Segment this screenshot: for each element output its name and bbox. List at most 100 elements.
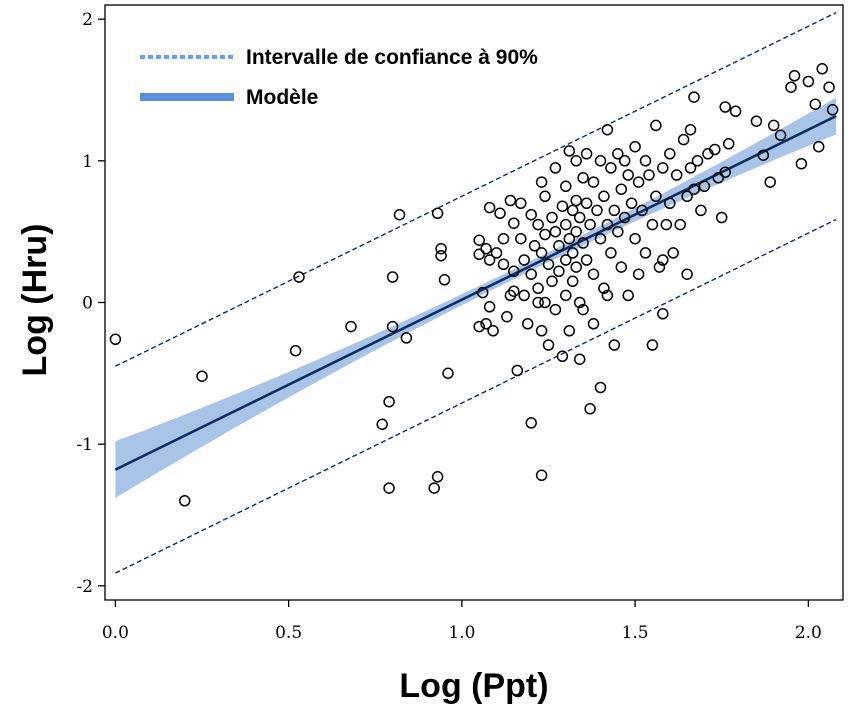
data-point bbox=[709, 143, 721, 156]
data-point bbox=[196, 370, 208, 382]
data-point bbox=[594, 381, 607, 394]
data-point bbox=[632, 176, 645, 188]
data-point bbox=[483, 254, 496, 266]
data-point bbox=[788, 70, 801, 82]
data-point bbox=[667, 247, 679, 259]
data-point bbox=[573, 296, 586, 309]
data-point bbox=[431, 471, 444, 483]
data-point bbox=[487, 325, 499, 337]
data-point bbox=[774, 129, 787, 142]
data-point bbox=[504, 194, 517, 207]
data-point bbox=[674, 218, 686, 231]
data-point bbox=[812, 140, 825, 153]
data-point bbox=[795, 157, 808, 170]
data-point bbox=[612, 225, 624, 238]
data-point bbox=[823, 81, 835, 93]
data-point bbox=[577, 172, 589, 184]
data-point bbox=[497, 232, 510, 245]
data-point bbox=[546, 211, 558, 224]
model-regression-line bbox=[114, 114, 837, 471]
data-point bbox=[473, 320, 485, 333]
data-point bbox=[681, 268, 693, 280]
data-point bbox=[605, 162, 617, 174]
data-point bbox=[539, 190, 551, 203]
data-point bbox=[515, 232, 527, 245]
y-tick-label: -2 bbox=[76, 577, 93, 597]
plot-area bbox=[109, 12, 839, 574]
data-point bbox=[542, 339, 555, 351]
data-point bbox=[525, 268, 537, 280]
data-point bbox=[528, 240, 541, 252]
data-point bbox=[515, 197, 527, 210]
data-point bbox=[695, 204, 707, 217]
data-point bbox=[556, 200, 569, 212]
data-point bbox=[494, 207, 506, 220]
x-tick-label: 1.0 bbox=[448, 623, 475, 643]
data-point bbox=[750, 115, 763, 127]
data-point bbox=[577, 303, 589, 316]
data-point bbox=[442, 367, 454, 380]
data-point bbox=[563, 325, 576, 337]
data-point bbox=[497, 258, 510, 271]
data-point bbox=[109, 333, 122, 346]
data-point bbox=[639, 155, 652, 167]
data-point bbox=[535, 176, 548, 188]
data-point bbox=[653, 261, 666, 273]
data-point bbox=[345, 320, 357, 333]
data-point bbox=[681, 190, 693, 203]
data-point bbox=[605, 247, 617, 259]
data-point bbox=[646, 339, 659, 351]
data-point bbox=[428, 482, 440, 494]
data-point bbox=[650, 190, 662, 203]
data-point bbox=[601, 123, 614, 136]
data-point bbox=[438, 274, 451, 286]
data-point bbox=[691, 155, 704, 167]
data-point bbox=[598, 282, 610, 295]
data-point bbox=[629, 140, 641, 153]
data-point bbox=[573, 353, 586, 365]
data-point bbox=[570, 261, 582, 273]
data-point bbox=[563, 145, 576, 157]
confidence-band bbox=[115, 97, 837, 498]
data-point bbox=[483, 201, 496, 214]
data-point bbox=[473, 234, 485, 246]
data-point bbox=[566, 275, 579, 288]
data-point bbox=[518, 289, 530, 302]
data-point bbox=[601, 289, 614, 302]
y-tick-label: 1 bbox=[82, 152, 93, 172]
data-point bbox=[698, 180, 711, 193]
data-point bbox=[657, 254, 669, 266]
data-point bbox=[580, 148, 593, 160]
data-point bbox=[657, 308, 669, 320]
data-point bbox=[657, 162, 669, 174]
data-point bbox=[435, 249, 447, 262]
data-point bbox=[622, 169, 634, 181]
y-tick-label: 0 bbox=[82, 294, 93, 314]
data-point bbox=[612, 148, 624, 160]
legend: Intervalle de confiance à 90% Modèle bbox=[140, 46, 538, 109]
data-point bbox=[615, 183, 628, 195]
data-point bbox=[643, 169, 655, 181]
data-point bbox=[566, 204, 579, 217]
data-point bbox=[587, 176, 600, 188]
data-point bbox=[580, 197, 593, 210]
data-point bbox=[580, 254, 593, 266]
data-point bbox=[577, 237, 589, 249]
data-point bbox=[719, 166, 731, 178]
data-point bbox=[508, 265, 520, 278]
y-tick-label: 2 bbox=[82, 10, 93, 30]
data-point bbox=[677, 133, 690, 146]
data-point bbox=[664, 148, 676, 160]
data-point bbox=[511, 364, 524, 377]
data-point bbox=[549, 303, 562, 316]
data-point bbox=[532, 282, 544, 295]
data-point bbox=[431, 207, 444, 220]
data-point bbox=[525, 417, 537, 429]
data-point bbox=[639, 247, 652, 259]
data-point bbox=[289, 344, 302, 357]
x-tick-label: 1.5 bbox=[622, 623, 649, 643]
x-axis: 0.0 0.5 1.0 1.5 2.0 bbox=[102, 600, 822, 643]
data-point bbox=[521, 318, 534, 330]
x-tick-label: 2.0 bbox=[795, 623, 822, 643]
data-point bbox=[556, 350, 569, 363]
